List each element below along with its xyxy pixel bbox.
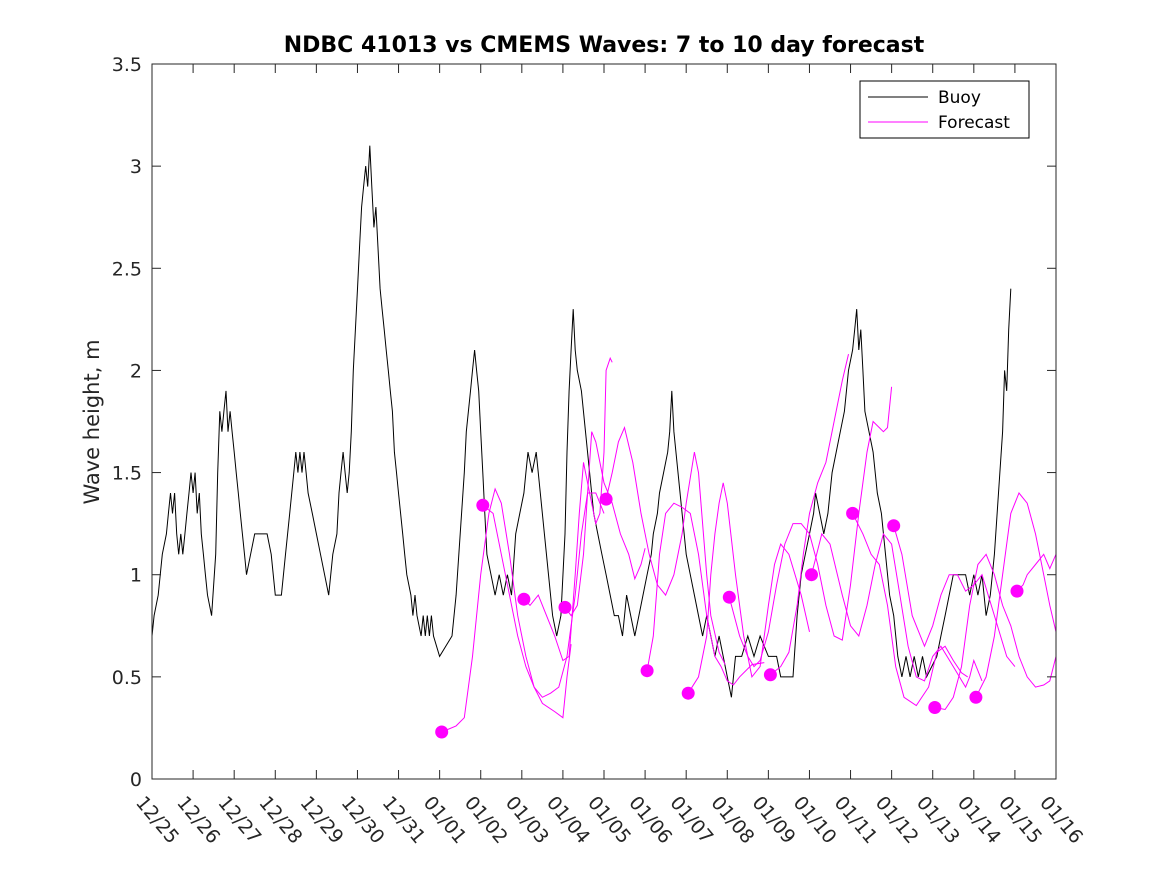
forecast-start-marker (435, 725, 449, 739)
forecast-series-line (852, 513, 968, 707)
x-tick-label: 12/25 (131, 792, 183, 848)
x-tick-label: 01/08 (706, 792, 758, 848)
forecast-start-marker (1010, 584, 1024, 598)
forecast-start-marker (722, 590, 736, 604)
legend-buoy-label: Buoy (938, 88, 981, 108)
x-tick-label: 01/03 (501, 792, 553, 848)
y-tick-label: 2 (130, 360, 142, 382)
x-tick-label: 01/16 (1035, 792, 1087, 848)
y-tick-label: 3.5 (112, 54, 142, 76)
forecast-start-marker (476, 498, 490, 512)
x-tick-label: 01/06 (624, 792, 676, 848)
y-tick-label: 0.5 (112, 667, 142, 689)
forecast-start-marker (969, 690, 983, 704)
forecast-start-marker (681, 686, 695, 700)
forecast-start-marker (887, 519, 901, 533)
x-tick-label: 12/28 (254, 792, 306, 848)
forecast-start-marker (558, 600, 572, 614)
y-axis-label: Wave height, m (80, 339, 104, 504)
forecast-start-marker (517, 592, 531, 606)
x-tick-label: 01/12 (871, 792, 923, 848)
forecast-start-marker (805, 568, 818, 582)
x-tick-label: 12/29 (296, 792, 348, 848)
forecast-series-line (564, 431, 646, 617)
forecast-start-marker (599, 492, 613, 506)
x-tick-label: 01/07 (665, 792, 717, 848)
forecast-series-line (687, 482, 810, 694)
x-tick-label: 12/26 (172, 792, 224, 848)
y-tick-label: 2.5 (112, 258, 142, 280)
forecast-series-line (523, 356, 613, 662)
forecast-series-line (811, 532, 983, 689)
x-tick-label: 01/05 (583, 792, 635, 848)
x-tick-label: 01/10 (789, 792, 841, 848)
forecast-series-line (975, 492, 1057, 698)
forecast-series-line (934, 553, 1057, 711)
forecast-series-line (605, 426, 726, 665)
x-tick-label: 01/04 (542, 792, 594, 848)
chart-title: NDBC 41013 vs CMEMS Waves: 7 to 10 day f… (284, 33, 925, 58)
x-tick-label: 01/09 (748, 792, 800, 848)
x-tick-label: 01/14 (953, 792, 1005, 848)
forecast-start-marker (928, 701, 942, 714)
forecast-series-line (441, 487, 572, 733)
forecast-series-line (1016, 553, 1057, 592)
x-tick-label: 12/31 (378, 792, 430, 848)
legend-box (859, 80, 1030, 139)
buoy-series-line (151, 145, 1012, 698)
x-tick-label: 01/02 (460, 792, 512, 848)
x-tick-label: 12/27 (213, 792, 265, 848)
x-tick-label: 01/01 (419, 792, 471, 848)
forecast-series-line (646, 502, 765, 686)
forecast-series-line (728, 386, 893, 668)
y-tick-label: 1.5 (112, 463, 142, 485)
y-tick-label: 3 (130, 156, 142, 178)
plot-background (152, 64, 1056, 779)
x-tick-label: 12/30 (337, 792, 389, 848)
forecast-series-line (482, 492, 605, 698)
x-tick-label: 01/11 (830, 792, 882, 848)
legend: Buoy Forecast (859, 80, 1030, 139)
y-tick-label: 0 (130, 769, 142, 791)
x-tick-label: 01/13 (912, 792, 964, 848)
forecast-series-line (893, 525, 1016, 667)
y-tick-label: 1 (130, 565, 142, 587)
x-tick-label: 01/15 (994, 792, 1046, 848)
forecast-start-marker (763, 668, 777, 682)
forecast-start-marker (640, 664, 654, 678)
legend-forecast-label: Forecast (938, 113, 1010, 133)
forecast-series-line (770, 353, 849, 676)
data-layer (151, 145, 1057, 739)
forecast-start-marker (846, 506, 860, 520)
